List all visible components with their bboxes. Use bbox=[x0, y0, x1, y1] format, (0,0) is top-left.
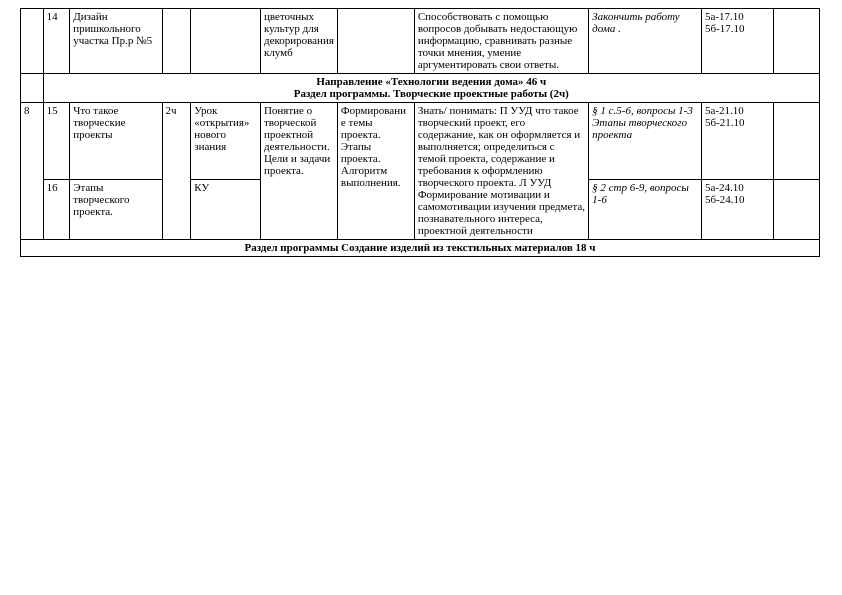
table-row: 8 15 Что такое творческие проекты 2ч Уро… bbox=[21, 103, 820, 180]
content: Понятие о творческой проектной деятельно… bbox=[260, 103, 337, 240]
lesson-number: 15 bbox=[43, 103, 70, 180]
lesson-number: 14 bbox=[43, 9, 70, 74]
lesson-type: Урок «открытия» нового знания bbox=[191, 103, 261, 180]
cell bbox=[773, 9, 819, 74]
date-a: 5а-21.10 bbox=[705, 105, 744, 117]
dates: 5а-17.10 5б-17.10 bbox=[701, 9, 773, 74]
date-a: 5а-24.10 bbox=[705, 182, 744, 194]
outcomes: Способствовать с помощью вопросов добыва… bbox=[414, 9, 588, 74]
date-b: 5б-24.10 bbox=[705, 194, 745, 206]
curriculum-table: 14 Дизайн пришкольного участка Пр.р №5 ц… bbox=[20, 8, 820, 257]
section-header-row: Раздел программы Создание изделий из тек… bbox=[21, 240, 820, 257]
cell bbox=[191, 9, 261, 74]
section-header: Раздел программы Создание изделий из тек… bbox=[21, 240, 820, 257]
date-a: 5а-17.10 bbox=[705, 11, 744, 23]
homework: § 1 с.5-6, вопросы 1-3 Этапы творческого… bbox=[589, 103, 702, 180]
topic: Дизайн пришкольного участка Пр.р №5 bbox=[70, 9, 162, 74]
content: цветочных культур для декорирования клум… bbox=[260, 9, 337, 74]
cell bbox=[337, 9, 414, 74]
hours: 2ч bbox=[162, 103, 191, 240]
cell bbox=[773, 103, 819, 180]
lesson-type: КУ bbox=[191, 180, 261, 240]
homework: § 2 стр 6-9, вопросы 1-6 bbox=[589, 180, 702, 240]
date-b: 5б-17.10 bbox=[705, 23, 745, 35]
topic: Что такое творческие проекты bbox=[70, 103, 162, 180]
cell bbox=[773, 180, 819, 240]
section-line1: Направление «Технологии ведения дома» 46… bbox=[316, 76, 546, 88]
section-number: 8 bbox=[21, 103, 44, 240]
dates: 5а-24.10 5б-24.10 bbox=[701, 180, 773, 240]
table-row: 14 Дизайн пришкольного участка Пр.р №5 ц… bbox=[21, 9, 820, 74]
homework: Закончить работу дома . bbox=[589, 9, 702, 74]
outcomes: Знать/ понимать: П УУД что такое творчес… bbox=[414, 103, 588, 240]
lesson-number: 16 bbox=[43, 180, 70, 240]
topic: Этапы творческого проекта. bbox=[70, 180, 162, 240]
section-header-row: Направление «Технологии ведения дома» 46… bbox=[21, 74, 820, 103]
cell bbox=[162, 9, 191, 74]
section-line2: Раздел программы. Творческие проектные р… bbox=[294, 88, 569, 100]
dates: 5а-21.10 5б-21.10 bbox=[701, 103, 773, 180]
cell bbox=[21, 74, 44, 103]
cell bbox=[21, 9, 44, 74]
date-b: 5б-21.10 bbox=[705, 117, 745, 129]
activities: Формирование темы проекта. Этапы проекта… bbox=[337, 103, 414, 240]
section-header: Направление «Технологии ведения дома» 46… bbox=[43, 74, 819, 103]
